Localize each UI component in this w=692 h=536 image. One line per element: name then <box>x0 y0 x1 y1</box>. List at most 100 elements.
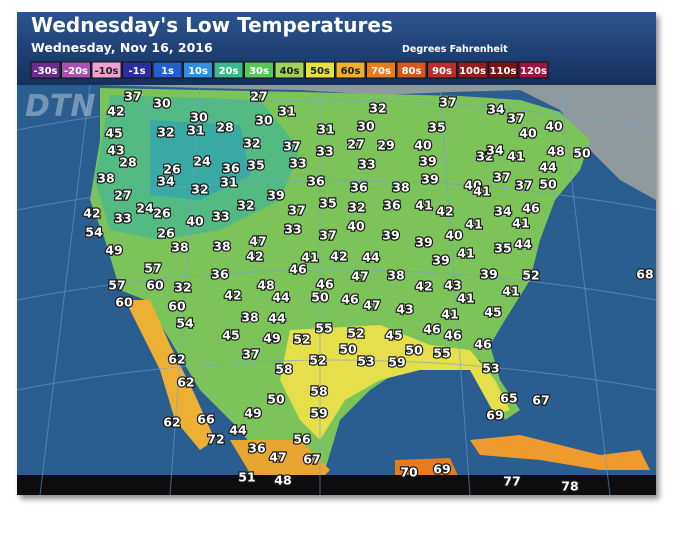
temperature: 37 <box>515 178 532 193</box>
legend-swatch <box>244 61 274 79</box>
temperature: 35 <box>428 120 445 135</box>
temperature: 27 <box>250 89 267 104</box>
temperature: 39 <box>432 253 449 268</box>
temperature: 45 <box>484 305 501 320</box>
temperature: 26 <box>153 206 171 221</box>
legend-label: 60s <box>341 66 361 77</box>
temperature: 34 <box>486 143 504 158</box>
temperature: 67 <box>532 393 549 408</box>
temperature: 46 <box>423 322 441 337</box>
legend-swatch <box>457 61 488 79</box>
temperature: 24 <box>193 154 211 169</box>
temperature: 36 <box>350 180 368 195</box>
temperature: 45 <box>105 126 122 141</box>
temperature: 46 <box>316 277 334 292</box>
temperature: 44 <box>514 237 532 252</box>
temperature: 32 <box>237 198 254 213</box>
temperature: 50 <box>267 392 285 407</box>
temperature: 37 <box>507 111 524 126</box>
temperature: 42 <box>107 104 124 119</box>
temperature: 33 <box>284 222 301 237</box>
temperature: 41 <box>415 198 432 213</box>
legend-swatch <box>183 61 213 79</box>
temperature: 62 <box>168 352 185 367</box>
temperature: 47 <box>363 298 380 313</box>
temperature: 58 <box>275 362 292 377</box>
temperature: 48 <box>257 278 274 293</box>
temperature: 36 <box>211 267 229 282</box>
temperature: 65 <box>500 391 517 406</box>
temperature: 36 <box>383 198 401 213</box>
temperature: 69 <box>486 408 503 423</box>
temperature: 40 <box>464 178 482 193</box>
temperature: 46 <box>522 201 540 216</box>
temperature: 40 <box>519 126 537 141</box>
temperature: 37 <box>242 347 259 362</box>
temperature: 51 <box>238 470 255 485</box>
temperature: 41 <box>512 216 529 231</box>
temperature: 30 <box>255 113 273 128</box>
temperature: 37 <box>283 139 300 154</box>
temperature: 50 <box>311 290 329 305</box>
legend-swatch <box>305 61 335 79</box>
temperature: 30 <box>153 96 171 111</box>
temperature: 47 <box>351 269 368 284</box>
legend-swatch <box>122 61 152 79</box>
legend-label: 30s <box>249 66 269 77</box>
temperature: 43 <box>396 302 413 317</box>
temperature: 31 <box>278 104 295 119</box>
temperature: 44 <box>229 423 247 438</box>
temperature: 55 <box>315 321 332 336</box>
temperature: 58 <box>310 384 327 399</box>
temperature: 39 <box>421 172 438 187</box>
temperature: 52 <box>347 326 364 341</box>
legend-swatch <box>335 61 366 79</box>
temperature: 28 <box>119 155 136 170</box>
temperature: 59 <box>388 355 405 370</box>
map-title: Wednesday's Low Temperatures <box>31 13 393 37</box>
temperature: 57 <box>108 278 125 293</box>
temperature: 48 <box>274 473 291 488</box>
temperature: 45 <box>222 328 239 343</box>
legend-label: 50s <box>310 66 330 77</box>
temperature: 37 <box>439 95 456 110</box>
temperature: 41 <box>457 291 474 306</box>
temperature: 31 <box>317 122 334 137</box>
temperature: 30 <box>357 119 375 134</box>
temperature: 38 <box>213 239 230 254</box>
temperature: 44 <box>362 250 380 265</box>
temperature: 30 <box>190 110 208 125</box>
temperature: 54 <box>85 225 103 240</box>
temperature: 41 <box>507 149 524 164</box>
temperature: 38 <box>392 180 409 195</box>
temperature: 60 <box>146 278 164 293</box>
temperature: 46 <box>289 262 307 277</box>
temperature: 40 <box>414 138 432 153</box>
temperature: 50 <box>539 177 557 192</box>
temperature: 44 <box>268 311 286 326</box>
temperature: 35 <box>247 158 264 173</box>
temperature: 37 <box>124 89 141 104</box>
temperature: 70 <box>400 465 418 480</box>
map-subtitle: Wednesday, Nov 16, 2016 <box>31 40 213 55</box>
temperature: 42 <box>83 206 100 221</box>
temperature: 39 <box>382 228 399 243</box>
temperature: 33 <box>358 157 375 172</box>
temperature: 40 <box>445 228 463 243</box>
legend-swatch <box>91 61 122 79</box>
legend-swatch <box>274 61 305 79</box>
temperature: 48 <box>547 144 564 159</box>
temperature: 38 <box>241 310 258 325</box>
temperature: 32 <box>369 101 386 116</box>
temperature: 38 <box>171 240 188 255</box>
legend-label: 70s <box>371 66 391 77</box>
temperature: 40 <box>186 214 204 229</box>
legend-swatch <box>427 61 457 79</box>
temperature: 55 <box>433 346 450 361</box>
temperature: 34 <box>487 102 505 117</box>
temperature: 60 <box>168 299 186 314</box>
legend-label: 1s <box>161 66 174 77</box>
temperature: 38 <box>387 268 404 283</box>
temperature: 78 <box>561 479 578 494</box>
